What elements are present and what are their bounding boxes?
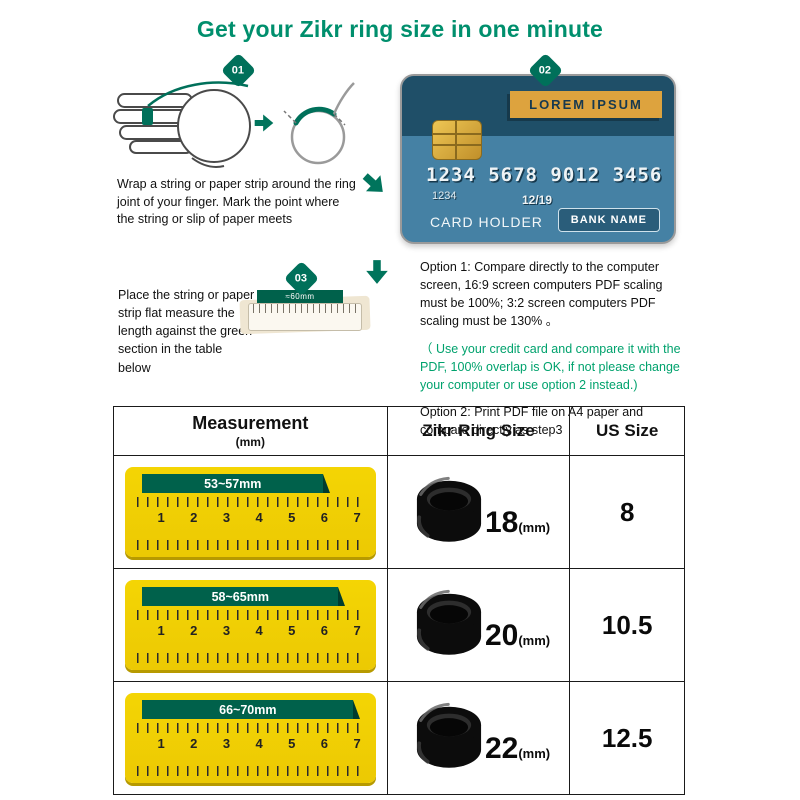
ring-size-cell: 22 (mm) — [388, 694, 570, 782]
card-subnumber: 1234 — [432, 190, 457, 202]
ruler-number: 6 — [320, 510, 329, 525]
ruler-ticks — [137, 723, 364, 733]
ruler-number: 2 — [190, 623, 198, 638]
ruler-number: 7 — [353, 623, 361, 638]
credit-card: LOREM IPSUM 1234 5678 9012 3456 1234 12/… — [400, 74, 676, 244]
ruler-number: 6 — [320, 623, 329, 638]
table-row: 58~65mm 1 2 3 4 5 6 7 — [113, 568, 685, 682]
ring-size-label: 18 (mm) — [484, 506, 551, 539]
ruler-ticks — [137, 540, 364, 550]
ruler-number: 1 — [157, 736, 165, 751]
step1-badge-number: 01 — [232, 64, 245, 77]
option1-text: Option 1: Compare directly to the comput… — [420, 260, 663, 329]
measurement-banner: 66~70mm — [142, 700, 360, 719]
ruler-number: 6 — [320, 736, 329, 751]
size-table: Measurement (mm) Zikr Ring Size US Size … — [113, 406, 685, 795]
ruler-number: 5 — [288, 736, 296, 751]
col-header-us-size: US Size — [569, 406, 685, 456]
ruler-number: 7 — [353, 736, 361, 751]
mini-ruler-body — [248, 303, 362, 331]
card-banner: LOREM IPSUM — [510, 91, 662, 118]
ruler-ticks — [137, 653, 364, 663]
ruler-number: 5 — [288, 623, 296, 638]
measurement-banner: 58~65mm — [142, 587, 345, 606]
string-band — [142, 108, 153, 125]
measurement-banner: 53~57mm — [142, 474, 330, 493]
ruler-number: 4 — [255, 510, 263, 525]
step3-description: Place the string or paper strip flat mea… — [118, 288, 255, 375]
measurement-range: 66~70mm — [219, 702, 277, 717]
black-ring-image — [416, 476, 482, 542]
arrow-icon — [254, 114, 274, 132]
col-header-ring-size: Zikr Ring Size — [386, 406, 571, 456]
ruler-number: 2 — [190, 736, 198, 751]
step3-badge-number: 03 — [295, 272, 308, 285]
bank-name-plate: BANK NAME — [557, 208, 660, 232]
ring-size-label: 22 (mm) — [484, 732, 551, 765]
option-note-text: （ Use your credit card and compare it wi… — [420, 341, 681, 392]
ruler-number: 5 — [288, 510, 296, 525]
ruler-number: 3 — [222, 510, 231, 525]
page-title: Get your Zikr ring size in one minute — [196, 16, 604, 42]
table-row: 66~70mm 1 2 3 4 5 6 7 — [113, 681, 685, 795]
card-banner-text: LOREM IPSUM — [529, 97, 643, 112]
step2-badge-number: 02 — [539, 64, 552, 77]
ruler-graphic: 58~65mm 1 2 3 4 5 6 7 — [124, 580, 376, 670]
measurement-range: 53~57mm — [204, 476, 262, 491]
string-loop-icon — [283, 82, 355, 165]
table-header-row: Measurement (mm) Zikr Ring Size US Size — [113, 406, 685, 456]
ruler-illustration: ≈60mm — [239, 288, 371, 338]
green-measure-strip: ≈60mm — [257, 290, 343, 303]
ring-size-label: 20 (mm) — [484, 619, 551, 652]
measurement-header: Measurement — [192, 413, 309, 433]
ruler-scale: 1 2 3 4 5 6 7 — [158, 510, 361, 525]
black-ring-image — [416, 702, 482, 768]
card-chip-icon — [432, 120, 482, 160]
ruler-number: 4 — [255, 623, 263, 638]
card-holder-label: CARD HOLDER — [430, 214, 543, 230]
arrow-icon — [366, 260, 388, 284]
ruler-graphic: 66~70mm 1 2 3 4 5 6 7 — [124, 693, 376, 783]
hand-with-string-icon — [113, 81, 251, 168]
ruler-ticks — [137, 497, 364, 507]
card-expiry: 12/19 — [522, 193, 553, 207]
ruler-number: 2 — [190, 510, 198, 525]
card-number: 1234 5678 9012 3456 — [426, 164, 663, 186]
mini-ruler-label: ≈60mm — [285, 292, 315, 301]
ruler-number: 7 — [353, 510, 361, 525]
col-header-measurement: Measurement (mm) — [113, 406, 388, 456]
table-row: 53~57mm 1 2 3 4 5 6 7 — [113, 455, 685, 569]
us-size-value: 10.5 — [569, 568, 685, 682]
ruler-number: 3 — [222, 623, 231, 638]
black-ring-image — [416, 589, 482, 655]
us-size-value: 12.5 — [569, 681, 685, 795]
measurement-unit: (mm) — [235, 435, 265, 449]
ruler-graphic: 53~57mm 1 2 3 4 5 6 7 — [124, 467, 376, 557]
step1-description: Wrap a string or paper strip around the … — [117, 177, 356, 226]
ruler-scale: 1 2 3 4 5 6 7 — [158, 623, 361, 638]
ruler-ticks — [137, 766, 364, 776]
ring-size-cell: 20 (mm) — [388, 581, 570, 669]
measurement-range: 58~65mm — [211, 589, 269, 604]
ruler-number: 1 — [157, 623, 165, 638]
arrow-icon — [362, 173, 383, 192]
ring-size-cell: 18 (mm) — [388, 468, 570, 556]
ruler-number: 4 — [255, 736, 263, 751]
ruler-ticks — [137, 610, 364, 620]
ruler-number: 3 — [222, 736, 231, 751]
ruler-number: 1 — [157, 510, 165, 525]
us-size-value: 8 — [569, 455, 685, 569]
ruler-scale: 1 2 3 4 5 6 7 — [158, 736, 361, 751]
